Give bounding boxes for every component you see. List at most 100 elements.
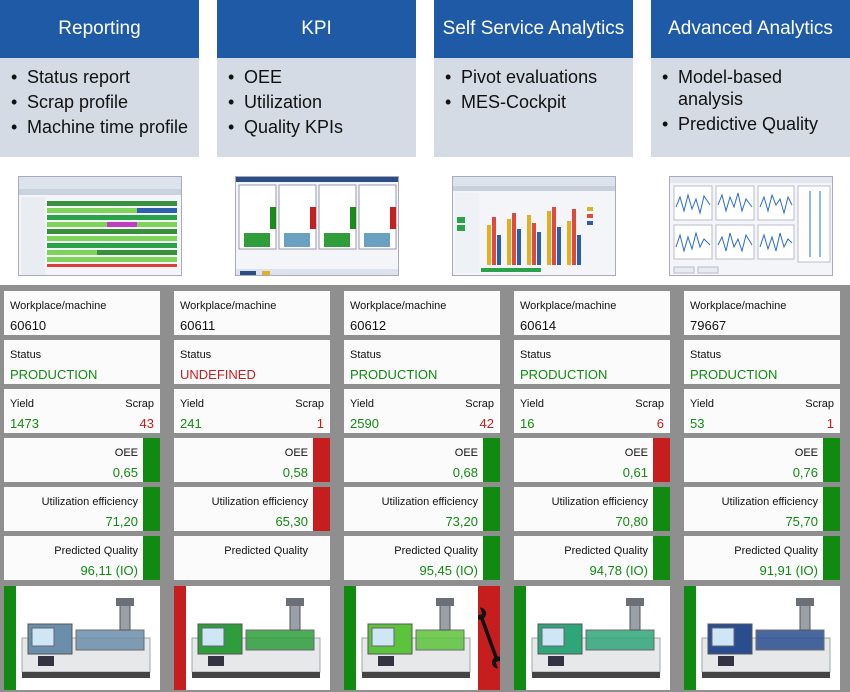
machine-status-indicator [174,586,186,690]
machine-image [174,586,330,690]
advanced-analytics-screenshot-thumbnail [669,176,833,276]
injection-molding-machine-icon [701,598,831,678]
category-title: Self Service Analytics [434,0,633,58]
yield-label: Yield [350,398,375,410]
category-item: Pivot evaluations [444,66,629,88]
self-service-screenshot-thumbnail [452,176,616,276]
status-label: Status [350,349,382,361]
oee-value: 0,76 [792,465,818,480]
workplace-value: 60611 [180,318,216,333]
utilization-label: Utilization efficiency [551,496,648,508]
yield-scrap-cell: Yield 16 Scrap 6 [514,389,670,433]
workplace-cell: Workplace/machine 79667 [684,291,840,335]
predicted-quality-value: 94,78 (IO) [589,563,648,578]
predicted-quality-cell: Predicted Quality [174,536,330,580]
status-label: Status [690,349,722,361]
status-value: UNDEFINED [180,367,256,382]
oee-indicator-bar [483,438,500,482]
utilization-value: 75,70 [785,514,818,529]
machine-status-indicator [344,586,356,690]
category-title: Advanced Analytics [651,0,850,58]
status-value: PRODUCTION [520,367,608,382]
oee-label: OEE [794,447,818,459]
yield-scrap-cell: Yield 2590 Scrap 42 [344,389,500,433]
oee-label: OEE [284,447,308,459]
predicted-quality-indicator-bar [653,536,670,580]
workplace-label: Workplace/machine [180,300,277,312]
scrap-label: Scrap [635,398,664,410]
machine-image [4,586,160,690]
oee-value: 0,68 [452,465,478,480]
yield-value: 2590 [350,416,379,431]
utilization-indicator-bar [313,487,330,531]
status-label: Status [10,349,42,361]
oee-cell: OEE 0,61 [514,438,670,482]
yield-value: 16 [520,416,535,431]
oee-indicator-bar [823,438,840,482]
status-cell: Status PRODUCTION [344,340,500,384]
scrap-value: 1 [316,416,324,431]
category-kpi: KPI OEE Utilization Quality KPIs [217,0,416,157]
scrap-value: 43 [139,416,154,431]
utilization-indicator-bar [823,487,840,531]
utilization-cell: Utilization efficiency 71,20 [4,487,160,531]
yield-scrap-cell: Yield 1473 Scrap 43 [4,389,160,433]
oee-value: 0,58 [282,465,308,480]
yield-value: 53 [690,416,705,431]
status-value: PRODUCTION [10,367,98,382]
category-item: Scrap profile [10,91,195,113]
status-value: PRODUCTION [350,367,438,382]
predicted-quality-indicator-bar [143,536,160,580]
category-reporting: Reporting Status report Scrap profile Ma… [0,0,199,157]
scrap-label: Scrap [805,398,834,410]
reporting-screenshot-thumbnail [18,176,182,276]
oee-cell: OEE 0,76 [684,438,840,482]
predicted-quality-label: Predicted Quality [54,545,138,557]
scrap-value: 42 [479,416,494,431]
workplace-value: 60614 [520,318,557,333]
workplace-label: Workplace/machine [520,300,617,312]
machine-status-indicator [4,586,16,690]
scrap-value: 1 [826,416,834,431]
yield-label: Yield [10,398,35,410]
predicted-quality-indicator-bar [313,536,330,580]
oee-indicator-bar [143,438,160,482]
predicted-quality-label: Predicted Quality [394,545,478,557]
machine-status-indicator [514,586,526,690]
category-title: KPI [217,0,416,58]
predicted-quality-cell: Predicted Quality 96,11 (IO) [4,536,160,580]
machine-status-indicator [684,586,696,690]
predicted-quality-indicator-bar [483,536,500,580]
utilization-value: 73,20 [445,514,478,529]
machine-image [344,586,500,690]
predicted-quality-label: Predicted Quality [734,545,818,557]
oee-label: OEE [624,447,648,459]
status-label: Status [180,349,212,361]
workplace-cell: Workplace/machine 60610 [4,291,160,335]
workplace-value: 79667 [690,318,727,333]
oee-value: 0,61 [622,465,648,480]
predicted-quality-indicator-bar [823,536,840,580]
workplace-cell: Workplace/machine 60611 [174,291,330,335]
category-advanced-analytics: Advanced Analytics Model-based analysis … [651,0,850,157]
utilization-indicator-bar [143,487,160,531]
category-item: OEE [227,66,412,88]
predicted-quality-value: 96,11 (IO) [80,563,138,578]
category-item: MES-Cockpit [444,91,629,113]
predicted-quality-cell: Predicted Quality 95,45 (IO) [344,536,500,580]
utilization-cell: Utilization efficiency 75,70 [684,487,840,531]
predicted-quality-label: Predicted Quality [564,545,648,557]
workplace-value: 60610 [10,318,47,333]
yield-label: Yield [690,398,715,410]
utilization-value: 70,80 [615,514,648,529]
predicted-quality-value: 95,45 (IO) [419,563,478,578]
injection-molding-machine-icon [361,598,471,678]
yield-scrap-cell: Yield 53 Scrap 1 [684,389,840,433]
category-item: Quality KPIs [227,116,412,138]
scrap-label: Scrap [465,398,494,410]
yield-scrap-cell: Yield 241 Scrap 1 [174,389,330,433]
category-self-service-analytics: Self Service Analytics Pivot evaluations… [434,0,633,157]
category-item: Utilization [227,91,412,113]
injection-molding-machine-icon [531,598,661,678]
workplace-label: Workplace/machine [690,300,787,312]
